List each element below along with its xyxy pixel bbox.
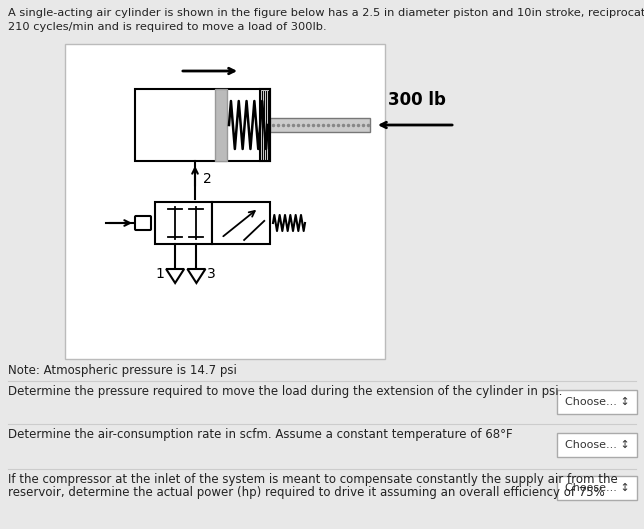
Text: 210 cycles/min and is required to move a load of 300lb.: 210 cycles/min and is required to move a… [8, 22, 327, 32]
FancyBboxPatch shape [135, 216, 151, 230]
Text: Note: Atmospheric pressure is 14.7 psi: Note: Atmospheric pressure is 14.7 psi [8, 364, 237, 377]
FancyBboxPatch shape [557, 433, 637, 457]
Text: 2: 2 [203, 172, 212, 186]
Text: Determine the pressure required to move the load during the extension of the cyl: Determine the pressure required to move … [8, 385, 562, 398]
Text: 1: 1 [156, 267, 165, 281]
Text: Determine the air-consumption rate in scfm. Assume a constant temperature of 68°: Determine the air-consumption rate in sc… [8, 428, 513, 441]
Bar [213, 202, 270, 244]
Text: A single-acting air cylinder is shown in the figure below has a 2.5 in diameter : A single-acting air cylinder is shown in… [8, 8, 644, 18]
Text: Choose... ↕: Choose... ↕ [565, 483, 629, 493]
Text: Choose... ↕: Choose... ↕ [565, 440, 629, 450]
Text: 3: 3 [207, 267, 216, 281]
Bar [270, 118, 370, 132]
Text: reservoir, determine the actual power (hp) required to drive it assuming an over: reservoir, determine the actual power (h… [8, 486, 605, 499]
Text: If the compressor at the inlet of the system is meant to compensate constantly t: If the compressor at the inlet of the sy… [8, 473, 618, 486]
Polygon shape [166, 269, 184, 283]
Bar [135, 89, 270, 161]
Bar [260, 89, 270, 161]
Text: Choose... ↕: Choose... ↕ [565, 397, 629, 407]
Polygon shape [187, 269, 205, 283]
FancyBboxPatch shape [557, 476, 637, 500]
FancyBboxPatch shape [65, 44, 385, 359]
Bar [155, 202, 213, 244]
FancyBboxPatch shape [557, 390, 637, 414]
Bar [215, 89, 227, 161]
Text: 300 lb: 300 lb [388, 91, 446, 109]
